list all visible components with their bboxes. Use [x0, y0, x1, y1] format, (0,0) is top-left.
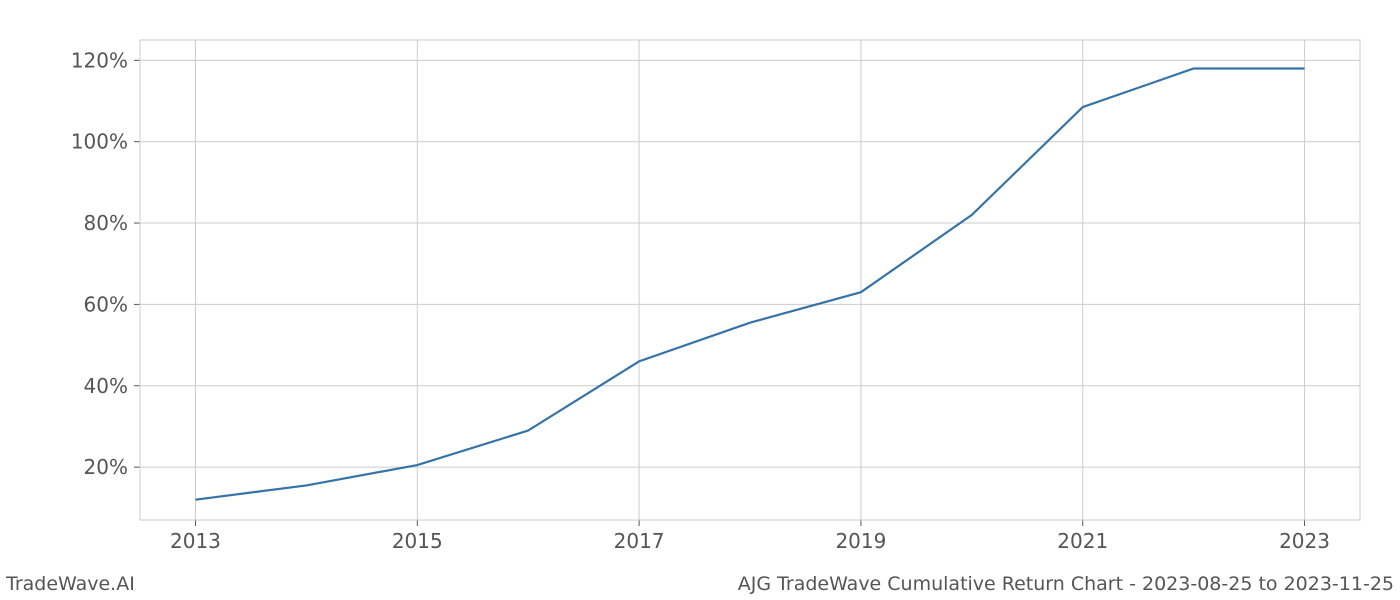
x-tick-label: 2021	[1057, 529, 1108, 553]
y-tick-label: 20%	[84, 455, 128, 479]
x-tick-label: 2015	[392, 529, 443, 553]
y-tick-label: 120%	[71, 48, 128, 72]
y-axis-ticks: 20% 40% 60% 80% 100% 120%	[71, 48, 128, 479]
plot-background	[140, 40, 1360, 520]
x-axis-tick-marks	[195, 520, 1304, 526]
x-tick-label: 2017	[614, 529, 665, 553]
chart-container: 2013 2015 2017 2019 2021 2023 20% 40% 60% 80% 100…	[0, 0, 1400, 600]
y-tick-label: 40%	[84, 374, 128, 398]
x-tick-label: 2019	[835, 529, 886, 553]
y-tick-label: 60%	[84, 292, 128, 316]
x-tick-label: 2013	[170, 529, 221, 553]
line-chart: 2013 2015 2017 2019 2021 2023 20% 40% 60% 80% 100…	[0, 0, 1400, 600]
x-axis-ticks: 2013 2015 2017 2019 2021 2023	[170, 529, 1330, 553]
y-axis-tick-marks	[134, 60, 140, 467]
x-tick-label: 2023	[1279, 529, 1330, 553]
footer-right-label: AJG TradeWave Cumulative Return Chart - …	[738, 573, 1394, 595]
y-tick-label: 100%	[71, 130, 128, 154]
footer-left-label: TradeWave.AI	[5, 573, 135, 595]
y-tick-label: 80%	[84, 211, 128, 235]
